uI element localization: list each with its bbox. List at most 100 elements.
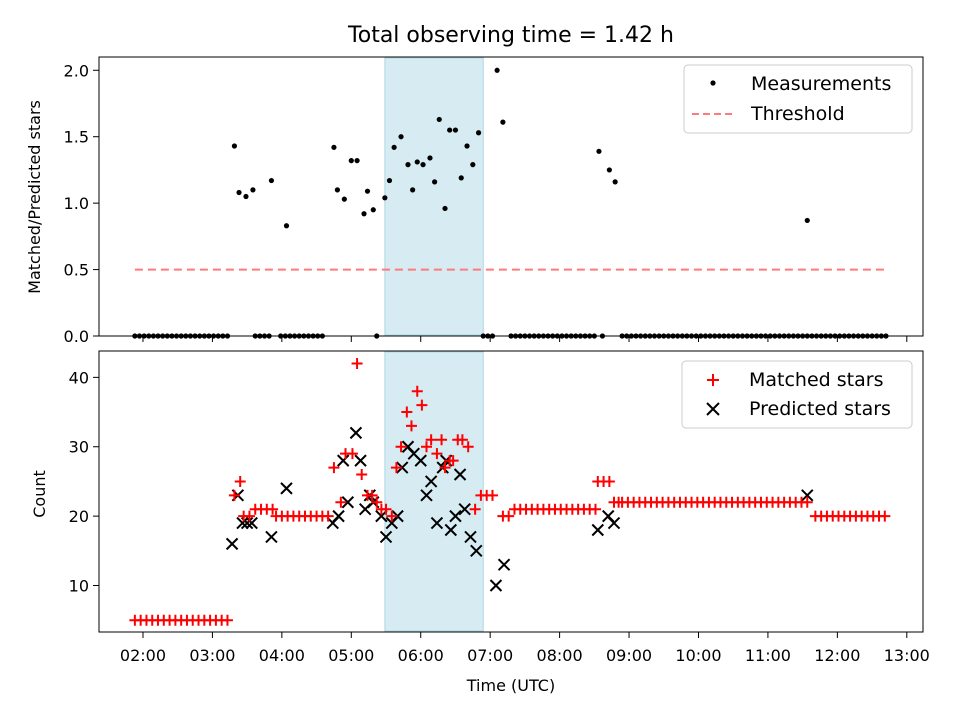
predicted-star-point <box>225 537 239 551</box>
legend-matched-marker <box>707 374 719 386</box>
predicted-star-point <box>430 516 444 530</box>
x-tick-label: 08:00 <box>537 646 583 665</box>
legend-threshold-label: Threshold <box>750 103 845 125</box>
y-tick-label: 1.0 <box>64 194 89 213</box>
measurement-point <box>596 148 602 154</box>
bottom-x-axis-label: Time (UTC) <box>466 676 555 695</box>
predicted-star-point <box>236 516 249 530</box>
legend-predicted-label: Predicted stars <box>749 398 891 420</box>
measurement-point <box>268 177 275 184</box>
measurement-point <box>283 223 290 229</box>
matched-star-point <box>346 448 358 460</box>
matched-star-point <box>390 462 402 474</box>
matched-star-point <box>879 510 891 522</box>
measurement-point <box>386 177 393 184</box>
matched-star-point <box>603 475 615 487</box>
measurement-point <box>361 211 367 217</box>
matched-star-point <box>221 614 233 626</box>
bottom-observing-window-shading <box>384 351 484 632</box>
y-tick-label: 10 <box>69 577 89 596</box>
measurement-point <box>348 158 354 164</box>
legend-measurements-marker <box>710 80 716 86</box>
predicted-star-point <box>379 530 393 544</box>
bottom-x-axis-ticks: 02:00 03:00 04:00 05:00 06:00 07:00 08:00 09:00… <box>120 632 930 665</box>
predicted-star-point <box>391 509 404 523</box>
predicted-star-point <box>591 523 605 537</box>
measurement-point <box>452 127 459 133</box>
bottom-star-count-points <box>129 357 891 626</box>
x-tick-label: 11:00 <box>745 646 791 665</box>
top-x-axis-ticks <box>142 336 908 342</box>
matched-star-point <box>356 469 368 481</box>
x-tick-label: 13:00 <box>884 646 930 665</box>
predicted-star-point <box>332 509 345 523</box>
x-tick-label: 03:00 <box>189 646 235 665</box>
predicted-star-point <box>280 482 293 495</box>
legend-predicted-marker <box>706 402 720 416</box>
measurement-point <box>398 134 404 140</box>
y-tick-label: 0.5 <box>64 261 89 280</box>
y-tick-label: 40 <box>69 368 89 387</box>
matched-star-point <box>322 510 334 522</box>
predicted-star-point <box>464 530 477 544</box>
matched-star-point <box>462 441 474 453</box>
matched-star-point <box>335 496 347 508</box>
predicted-star-point <box>349 426 363 440</box>
predicted-star-point <box>245 516 258 530</box>
top-chart-title: Total observing time = 1.42 h <box>347 23 674 48</box>
x-tick-label: 04:00 <box>259 646 305 665</box>
bottom-legend-box <box>681 360 913 429</box>
matched-star-point <box>431 448 443 460</box>
matched-star-point <box>366 489 378 501</box>
measurement-point <box>804 217 810 224</box>
measurement-point <box>475 130 482 136</box>
matched-star-point <box>447 455 459 467</box>
legend-matched-label: Matched stars <box>749 369 883 391</box>
matched-star-point <box>421 441 433 453</box>
predicted-star-point <box>396 461 409 474</box>
matched-star-point <box>469 503 481 515</box>
measurement-point <box>606 167 612 173</box>
measurement-point <box>414 159 420 165</box>
x-tick-label: 12:00 <box>814 646 860 665</box>
x-tick-label: 09:00 <box>606 646 652 665</box>
matched-star-point <box>395 441 407 453</box>
measurement-point <box>612 179 618 185</box>
measurement-point <box>432 179 438 185</box>
matched-star-point <box>405 420 417 432</box>
x-tick-label: 02:00 <box>120 646 166 665</box>
matched-star-point <box>328 462 340 474</box>
y-tick-label: 0.0 <box>64 327 89 346</box>
measurement-point <box>354 158 360 164</box>
measurement-point <box>442 205 448 212</box>
x-tick-label: 10:00 <box>675 646 721 665</box>
top-observing-window-shading <box>384 57 484 336</box>
predicted-star-point <box>607 516 621 530</box>
matched-star-point <box>401 406 413 418</box>
measurement-point <box>420 162 426 168</box>
measurement-point <box>236 189 242 196</box>
matched-star-point <box>386 510 398 522</box>
predicted-star-point <box>414 454 427 467</box>
top-y-axis-label: Matched/Predicted stars <box>25 100 44 294</box>
measurement-point <box>331 144 337 150</box>
predicted-star-point <box>449 509 462 523</box>
y-tick-label: 30 <box>69 438 89 457</box>
x-tick-label: 05:00 <box>328 646 374 665</box>
predicted-star-point <box>458 502 471 516</box>
predicted-star-point <box>420 489 433 502</box>
measurement-point <box>405 162 411 168</box>
measurement-point <box>382 195 388 201</box>
matched-star-point <box>380 503 392 515</box>
legend-measurements-label: Measurements <box>751 73 891 95</box>
measurement-point <box>447 127 453 133</box>
matched-star-point <box>801 496 813 508</box>
matched-star-point <box>436 434 448 446</box>
top-legend: Measurements Threshold <box>683 64 913 134</box>
measurement-point <box>243 193 249 200</box>
measurement-point <box>494 67 500 73</box>
top-plot-frame <box>98 56 924 337</box>
measurement-point <box>464 143 470 149</box>
predicted-star-point <box>444 523 458 537</box>
